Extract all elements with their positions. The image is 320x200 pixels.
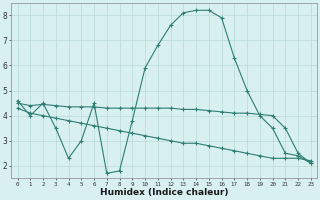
X-axis label: Humidex (Indice chaleur): Humidex (Indice chaleur) [100,188,228,197]
